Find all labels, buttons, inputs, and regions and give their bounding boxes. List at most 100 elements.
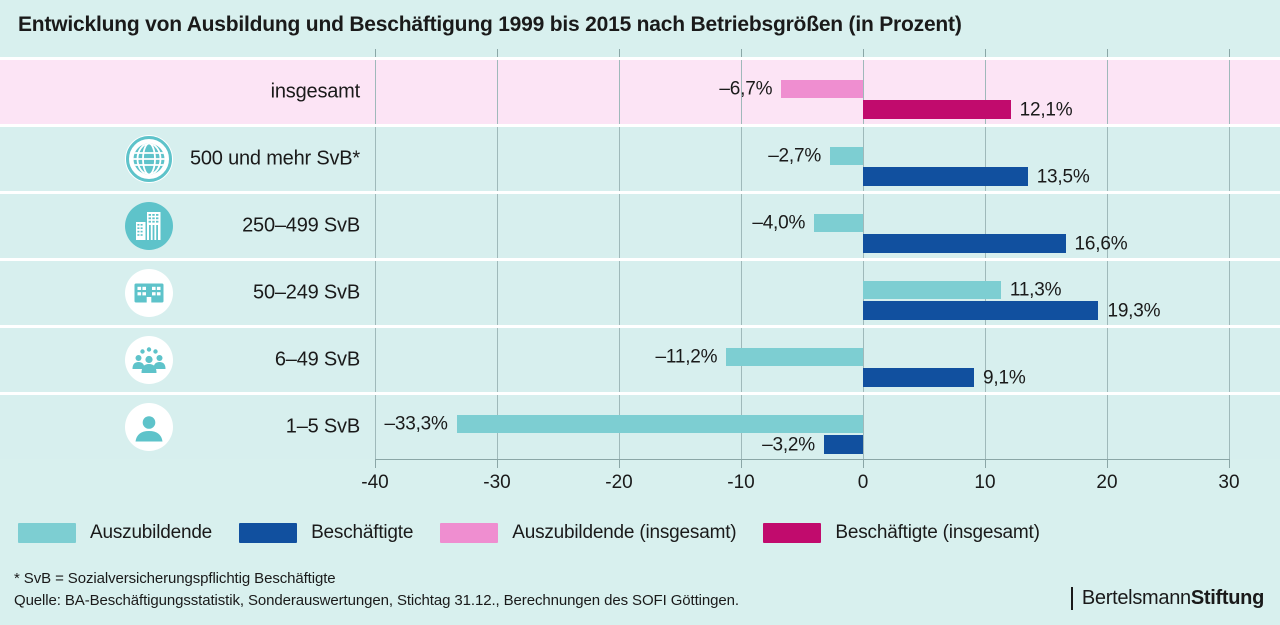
bar-auszubildende: [456, 415, 863, 433]
gridline: [1229, 261, 1230, 325]
logo-text: BertelsmannStiftung: [1082, 587, 1264, 610]
bar-value-label: 11,3%: [1009, 279, 1062, 301]
gridline: [619, 328, 620, 392]
gridline: [1107, 261, 1108, 325]
office-building-icon: [124, 268, 174, 318]
gridline: [1107, 328, 1108, 392]
bar-auszubildende: [863, 281, 1001, 299]
gridline: [497, 127, 498, 191]
gridline: [1229, 395, 1230, 459]
row-label: 500 und mehr SvB*: [189, 147, 360, 170]
page-title: Entwicklung von Ausbildung und Beschäfti…: [18, 13, 962, 36]
x-axis-tick-label: -40: [361, 472, 389, 493]
x-axis-line: [375, 459, 1230, 460]
axis-tick: [1229, 49, 1230, 57]
axis-tick: [985, 49, 986, 57]
gridline: [863, 328, 864, 392]
footnote-svb: * SvB = Sozialversicherungspflichtig Bes…: [14, 570, 336, 587]
gridline: [1107, 60, 1108, 124]
gridline: [985, 395, 986, 459]
legend-swatch: [239, 523, 298, 543]
axis-ticks-bottom: [0, 460, 1280, 468]
axis-tick: [863, 49, 864, 57]
gridline: [375, 328, 376, 392]
gridline: [1229, 127, 1230, 191]
gridline: [1107, 127, 1108, 191]
x-axis-tick-label: -30: [483, 472, 511, 493]
bar-beschaeftigte: [863, 167, 1028, 186]
bar-value-label: –2,7%: [768, 145, 822, 167]
axis-tick: [375, 49, 376, 57]
bar-value-label: –4,0%: [752, 212, 806, 234]
gridline: [1107, 194, 1108, 258]
legend-label: Auszubildende: [90, 522, 213, 543]
chart-row: insgesamt –6,7% 12,1%: [0, 60, 1280, 124]
bertelsmann-stiftung-logo: BertelsmannStiftung: [1070, 587, 1264, 610]
x-axis-tick-label: 10: [974, 472, 996, 493]
legend-label: Beschäftigte: [311, 522, 414, 543]
bar-value-label: –6,7%: [719, 78, 773, 100]
chart-row: 500 und mehr SvB* –2,7% 13,5%: [0, 127, 1280, 191]
legend-label: Auszubildende (insgesamt): [512, 522, 737, 543]
gridline: [619, 261, 620, 325]
logo-text-bold: Stiftung: [1190, 587, 1264, 609]
city-buildings-icon: [124, 201, 174, 251]
x-axis-labels: -40 -30 -20 -10 0 10 20 30: [0, 472, 1280, 496]
chart-row: 50–249 SvB 11,3% 19,3%: [0, 261, 1280, 325]
bar-beschaeftigte: [863, 301, 1099, 320]
people-group-icon: [124, 335, 174, 385]
axis-tick: [741, 460, 742, 468]
gridline: [863, 60, 864, 124]
bar-beschaeftigte-insgesamt: [863, 100, 1011, 119]
person-icon: [124, 402, 174, 452]
chart-area: insgesamt –6,7% 12,1% 500 und mehr SvB* –2,7…: [0, 57, 1280, 459]
gridline: [1229, 194, 1230, 258]
row-label: 250–499 SvB: [242, 214, 360, 237]
axis-tick: [619, 460, 620, 468]
axis-tick: [619, 49, 620, 57]
legend: Auszubildende Beschäftigte Auszubildende (…: [18, 522, 1040, 544]
globe-icon: [124, 134, 174, 184]
footnote-source: Quelle: BA-Beschäftigungsstatistik, Sond…: [14, 592, 739, 609]
bar-auszubildende: [814, 214, 863, 232]
row-label: 1–5 SvB: [285, 415, 360, 438]
gridline: [619, 194, 620, 258]
legend-item: Auszubildende: [18, 522, 212, 544]
axis-tick: [863, 460, 864, 468]
gridline: [863, 127, 864, 191]
gridline: [375, 194, 376, 258]
gridline: [497, 328, 498, 392]
chart-row: 6–49 SvB –11,2% 9,1%: [0, 328, 1280, 392]
gridline: [985, 60, 986, 124]
legend-item: Beschäftigte: [239, 522, 413, 544]
footnotes: * SvB = Sozialversicherungspflichtig Bes…: [14, 568, 739, 612]
bar-value-label: –11,2%: [655, 346, 718, 368]
gridline: [741, 261, 742, 325]
axis-tick: [1107, 460, 1108, 468]
gridline: [375, 395, 376, 459]
bar-auszubildende: [726, 348, 863, 366]
x-axis-tick-label: 20: [1096, 472, 1118, 493]
gridline: [497, 261, 498, 325]
bar-value-label: –3,2%: [762, 434, 815, 455]
chart-row: 250–499 SvB –4,0% 16,6%: [0, 194, 1280, 258]
gridline: [741, 127, 742, 191]
logo-bar-icon: [1070, 587, 1073, 610]
bar-value-label: 12,1%: [1019, 99, 1073, 120]
axis-tick: [741, 49, 742, 57]
legend-swatch: [440, 523, 499, 543]
bar-value-label: 13,5%: [1036, 166, 1090, 187]
gridline: [375, 261, 376, 325]
gridline: [497, 60, 498, 124]
gridline: [985, 127, 986, 191]
gridline: [985, 328, 986, 392]
bar-value-label: 9,1%: [983, 367, 1026, 388]
legend-item: Beschäftigte (insgesamt): [763, 522, 1040, 544]
axis-ticks-top: [0, 49, 1280, 57]
bar-value-label: 16,6%: [1074, 233, 1128, 254]
axis-tick: [375, 460, 376, 468]
gridline: [863, 194, 864, 258]
axis-tick: [497, 49, 498, 57]
gridline: [741, 194, 742, 258]
